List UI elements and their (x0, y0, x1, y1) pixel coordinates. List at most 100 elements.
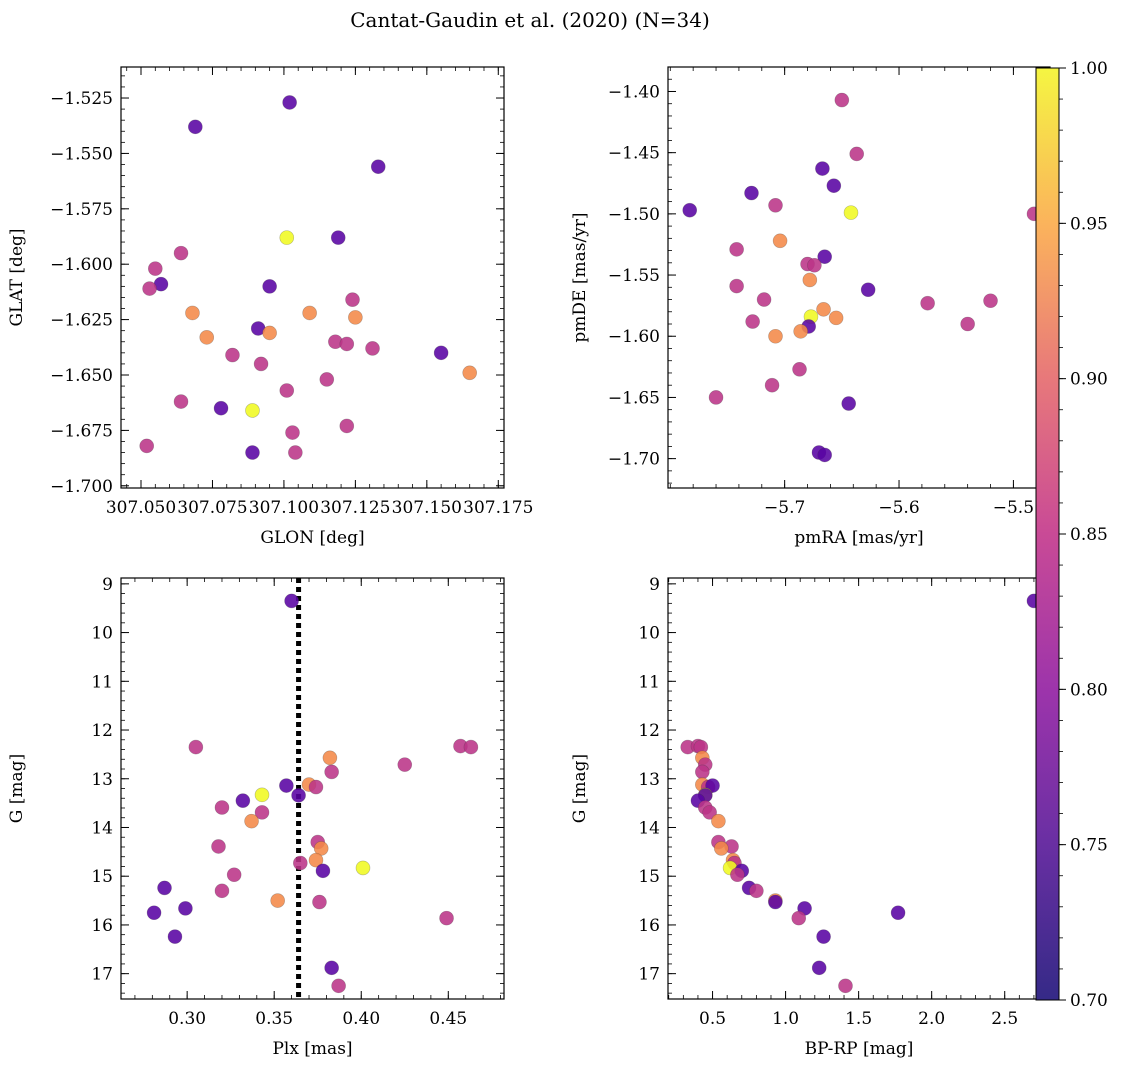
data-point (211, 839, 226, 854)
x-axis-label: GLON [deg] (260, 528, 364, 548)
y-tick-label: −1.40 (608, 82, 660, 102)
data-point (768, 328, 783, 344)
data-point (330, 230, 346, 245)
data-point (331, 978, 346, 994)
data-point (983, 293, 998, 309)
data-point (146, 905, 162, 921)
y-tick-label: −1.650 (50, 366, 113, 386)
data-point (816, 929, 831, 944)
colorbar: 0.70 0.75 0.80 0.85 0.90 0.95 1.00 (1035, 59, 1108, 1011)
data-point (285, 425, 300, 440)
x-tick-label: 1.5 (845, 1009, 872, 1029)
data-point (188, 739, 204, 755)
x-tick-label: 0.35 (255, 1009, 293, 1029)
x-tick-label: −5.6 (878, 498, 919, 518)
data-point (213, 400, 229, 416)
data-point (157, 880, 172, 896)
data-point (772, 233, 788, 249)
data-point (279, 230, 295, 245)
data-point (199, 330, 215, 345)
y-axis-label: G [mag] (570, 754, 590, 823)
x-tick-label: 0.45 (429, 1009, 467, 1029)
data-point (312, 894, 327, 910)
data-point (315, 863, 331, 879)
y-tick-label: −1.550 (50, 144, 113, 164)
data-point (439, 910, 454, 926)
y-tick-label: 12 (91, 721, 113, 741)
y-tick-label: −1.600 (50, 255, 113, 275)
data-point (708, 390, 724, 405)
data-point (313, 841, 329, 856)
data-point (147, 261, 163, 276)
colorbar-tick-label: 0.75 (1070, 836, 1108, 856)
y-tick-label: 9 (649, 575, 660, 595)
data-point (291, 788, 306, 803)
data-point (730, 867, 745, 883)
x-tick-label: 0.30 (168, 1009, 206, 1029)
x-axis-label: BP-RP [mag] (805, 1039, 914, 1059)
colorbar-tick-label: 0.70 (1070, 991, 1108, 1011)
y-tick-label: 10 (638, 624, 660, 644)
plot-frame (667, 66, 1051, 489)
data-point (463, 739, 479, 755)
data-point (178, 901, 193, 916)
data-point (254, 787, 270, 803)
data-point (793, 324, 808, 339)
y-tick-label: −1.70 (608, 450, 660, 470)
data-point (293, 855, 308, 871)
data-point (245, 445, 260, 460)
y-tick-label: 13 (91, 770, 113, 790)
data-point (253, 356, 269, 372)
x-tick-label: 0.5 (699, 1009, 726, 1029)
data-point (802, 272, 818, 288)
data-point (324, 960, 339, 976)
data-point (843, 205, 859, 220)
y-axis-label: GLAT [deg] (7, 228, 27, 326)
data-point (302, 305, 317, 321)
data-point (284, 593, 299, 609)
x-tick-label: 0.40 (342, 1009, 380, 1029)
y-tick-label: 11 (638, 672, 660, 692)
x-tick-label: 1.0 (772, 1009, 799, 1029)
data-point (322, 750, 338, 766)
data-point (807, 257, 822, 273)
data-point (235, 793, 251, 808)
data-point (745, 314, 760, 329)
x-tick-label: 307.050 (106, 498, 176, 518)
data-point (714, 841, 729, 856)
y-tick-label: 13 (638, 770, 660, 790)
colorbar-gradient (1035, 67, 1060, 1001)
data-point (764, 377, 780, 393)
data-point (225, 347, 240, 363)
y-tick-label: −1.675 (50, 421, 113, 441)
data-point (214, 883, 230, 899)
y-tick-label: 9 (102, 575, 113, 595)
data-point (462, 365, 478, 381)
data-point (834, 92, 850, 108)
data-point (245, 403, 260, 418)
data-point (841, 396, 857, 411)
data-point (768, 894, 783, 910)
x-tick-label: −5.7 (764, 498, 805, 518)
y-tick-label: −1.65 (608, 388, 660, 408)
y-axis-label: pmDE [mas/yr] (570, 212, 590, 342)
data-point (308, 852, 324, 868)
x-axis-label: Plx [mas] (272, 1039, 352, 1059)
data-point (817, 249, 832, 264)
data-point (960, 316, 975, 332)
data-point (811, 960, 827, 976)
x-tick-label: 307.125 (320, 498, 390, 518)
data-point (324, 764, 339, 780)
colorbar-tick-label: 0.95 (1070, 214, 1108, 234)
data-point (792, 361, 807, 377)
data-point (828, 310, 844, 326)
data-point (397, 757, 413, 772)
x-tick-label: 2.5 (991, 1009, 1018, 1029)
data-point (339, 418, 355, 434)
data-point (768, 197, 783, 213)
data-point (860, 282, 876, 298)
y-tick-label: −1.525 (50, 89, 113, 109)
data-point (791, 910, 807, 926)
data-point (920, 295, 935, 311)
data-point (826, 178, 842, 194)
